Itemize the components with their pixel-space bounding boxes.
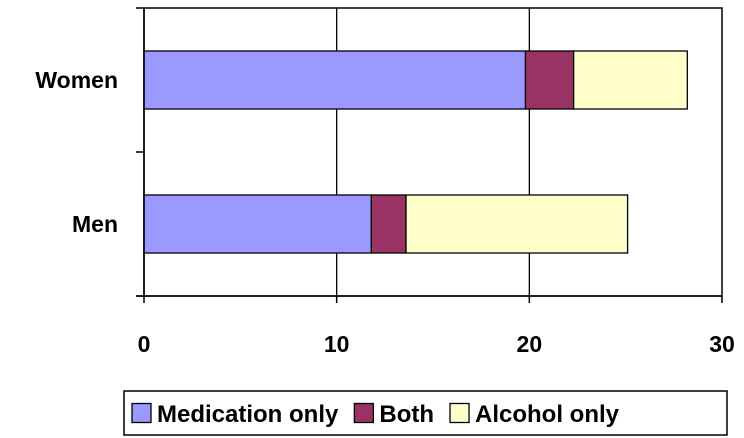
bar-men-medication-only (143, 194, 372, 254)
bar-men-both (370, 194, 407, 254)
bar-men-alcohol-only (405, 194, 629, 254)
legend-swatch-medication-only (131, 402, 152, 424)
legend-swatch-alcohol-only (449, 402, 470, 424)
bar-women-medication-only (143, 50, 527, 110)
category-label-women: Women (35, 67, 118, 93)
legend-box (123, 390, 728, 436)
bar-women-both (524, 50, 575, 110)
axes (136, 7, 723, 303)
legend-label-both: Both (379, 401, 434, 428)
x-tick-label-0: 0 (138, 331, 151, 357)
x-tick-label-30: 30 (709, 331, 735, 357)
legend-label-alcohol-only: Alcohol only (475, 401, 620, 428)
plot-area (136, 7, 723, 303)
bar-women-alcohol-only (572, 50, 688, 110)
legend-label-medication-only: Medication only (157, 401, 339, 428)
x-tick-labels: 0 10 20 30 (138, 331, 735, 357)
legend: Medication only Both Alcohol only (123, 390, 728, 436)
category-label-men: Men (72, 211, 118, 237)
bars (143, 50, 688, 254)
x-tick-label-20: 20 (517, 331, 543, 357)
legend-swatch-both (353, 402, 375, 424)
x-tick-label-10: 10 (324, 331, 350, 357)
category-labels: Women Men (35, 67, 118, 237)
